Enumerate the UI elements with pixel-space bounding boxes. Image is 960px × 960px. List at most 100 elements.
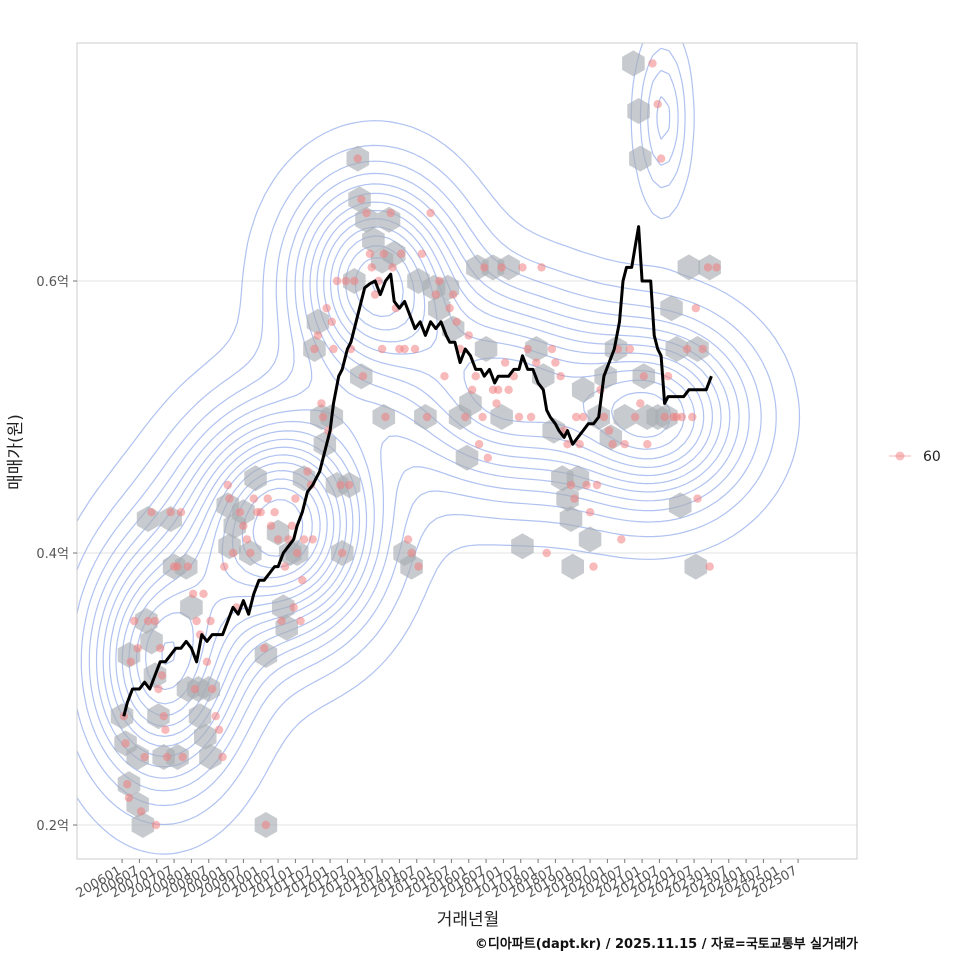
- data-point: [417, 249, 427, 258]
- data-point: [130, 616, 139, 626]
- data-point: [140, 752, 149, 762]
- y-axis-title: 매매가(원): [6, 414, 26, 490]
- data-point: [526, 412, 536, 422]
- legend-point-key: [895, 451, 905, 461]
- data-point: [547, 344, 557, 354]
- hexbin-cell: [684, 553, 708, 580]
- hexbin-cell: [166, 744, 189, 770]
- data-point: [289, 603, 298, 612]
- data-point: [157, 671, 167, 680]
- data-point: [566, 480, 576, 490]
- data-point: [523, 344, 532, 354]
- data-point: [617, 535, 626, 544]
- data-point: [551, 358, 560, 367]
- data-point: [494, 385, 503, 394]
- hexbin-cell: [511, 533, 534, 560]
- data-point: [166, 508, 175, 517]
- hexbin-cell: [272, 594, 295, 621]
- data-point: [575, 440, 584, 449]
- data-point: [292, 548, 302, 558]
- hexbin-cell: [147, 703, 170, 730]
- y-tick-label: 0.2억: [36, 819, 69, 834]
- data-point: [578, 412, 588, 422]
- data-point: [338, 548, 347, 558]
- data-point: [691, 304, 700, 313]
- legend-label: 60: [923, 449, 941, 465]
- source-caption: ©디아파트(dapt.kr) / 2025.11.15 / 자료=국토교통부 실…: [474, 937, 858, 952]
- data-point: [625, 344, 635, 354]
- data-point: [589, 562, 598, 571]
- data-point: [478, 412, 487, 422]
- data-point: [246, 548, 255, 558]
- hexbin-cell: [613, 404, 636, 430]
- hexbin-cell: [126, 744, 149, 770]
- data-point: [218, 752, 227, 762]
- data-point: [570, 494, 579, 503]
- data-point: [303, 467, 312, 476]
- data-point: [126, 657, 135, 666]
- data-point: [156, 644, 165, 653]
- data-point: [452, 317, 461, 326]
- data-point: [249, 494, 258, 503]
- data-point: [532, 358, 541, 367]
- data-point: [296, 616, 305, 626]
- data-point: [653, 100, 662, 109]
- data-point: [327, 317, 336, 326]
- hexbin-cell: [559, 506, 583, 532]
- data-point: [291, 494, 300, 503]
- data-point: [660, 412, 669, 422]
- data-point: [318, 412, 328, 422]
- data-point: [474, 440, 484, 449]
- density-contour: [77, 47, 777, 826]
- data-point: [379, 249, 388, 258]
- data-point: [150, 616, 160, 626]
- data-point: [386, 208, 395, 218]
- data-point: [317, 399, 326, 408]
- hexbin-cell: [542, 417, 565, 444]
- data-point: [414, 562, 423, 571]
- data-point: [504, 385, 513, 394]
- x-axis-title: 거래년월: [437, 910, 500, 930]
- data-point: [154, 684, 163, 694]
- data-point: [336, 480, 345, 490]
- hexbin-cell: [668, 492, 692, 519]
- data-point: [147, 508, 156, 517]
- data-point: [407, 548, 416, 558]
- data-point: [133, 644, 142, 653]
- data-point: [162, 752, 172, 762]
- data-point: [124, 793, 134, 802]
- data-point: [643, 440, 652, 449]
- data-point: [468, 385, 477, 394]
- data-point: [599, 412, 609, 422]
- density-contour: [77, 43, 801, 855]
- data-point: [381, 412, 390, 422]
- data-point: [242, 535, 252, 544]
- data-point: [225, 494, 234, 503]
- hexbin-cell: [629, 145, 652, 172]
- data-point: [440, 372, 449, 381]
- data-point: [422, 412, 432, 422]
- hexbin-cell: [677, 254, 701, 281]
- data-point: [480, 263, 489, 272]
- hexbin-cell: [459, 390, 482, 417]
- panel-border: [76, 42, 858, 860]
- data-point: [161, 725, 170, 734]
- hexbin-cell: [455, 444, 479, 471]
- data-point: [223, 480, 232, 490]
- data-point: [206, 616, 215, 626]
- data-point: [497, 263, 506, 272]
- data-point: [123, 780, 132, 789]
- data-point: [211, 712, 220, 721]
- data-point: [188, 589, 198, 598]
- data-point: [483, 453, 492, 462]
- hexbin-cell: [400, 553, 423, 580]
- data-point: [639, 372, 648, 381]
- data-point: [322, 304, 331, 313]
- data-point: [341, 276, 350, 286]
- data-point: [178, 752, 187, 762]
- data-point: [461, 412, 470, 422]
- hexbin-cell: [594, 363, 617, 390]
- data-point: [448, 290, 458, 299]
- y-tick-label: 0.4억: [36, 547, 69, 562]
